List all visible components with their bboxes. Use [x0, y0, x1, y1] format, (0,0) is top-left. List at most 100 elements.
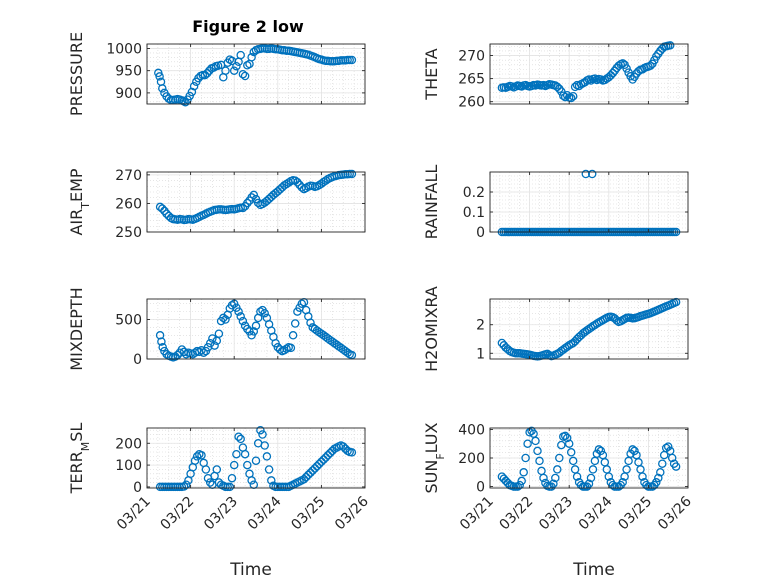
data-point [162, 209, 171, 218]
subplot-mixdepth: 0 500 MIXDEPTH [67, 287, 366, 371]
y-tick-label: 0 [133, 352, 142, 368]
data-point [517, 476, 526, 486]
subplot-air-temp: 250 260 270 AIRTEMP [67, 168, 366, 241]
data-point [247, 53, 256, 62]
subplot-sun-flux: 0 200 400 03/21 03/22 03/23 03/24 03/25 03/26 SUN… [422, 422, 695, 533]
data-point [225, 482, 235, 492]
data-point [604, 472, 614, 481]
data-point [642, 480, 651, 490]
y-tick-label: 0 [133, 480, 142, 496]
y-tick-label: 0 [476, 225, 485, 241]
data-point [301, 472, 311, 482]
data-point [515, 480, 524, 490]
data-point [586, 473, 596, 483]
data-point [652, 478, 661, 487]
data-point [572, 472, 582, 481]
data-point [590, 74, 600, 83]
data-point [557, 440, 566, 450]
data-point [243, 198, 252, 208]
data-point [227, 473, 237, 483]
y-tick-label: 500 [115, 313, 142, 329]
data-point [238, 203, 248, 213]
data-point [236, 312, 245, 321]
y-tick-label: 270 [458, 49, 485, 65]
data-point [308, 466, 317, 475]
data-point [523, 439, 532, 448]
y-tick-label: 0.2 [463, 185, 485, 201]
x-tick-label: 03/21 [457, 494, 497, 534]
data-point [667, 453, 677, 463]
data-point [638, 472, 647, 481]
x-tick-label: 03/22 [158, 494, 198, 534]
data-point [177, 345, 187, 354]
y-axis-label: AIRTEMP [67, 168, 92, 235]
data-point [247, 193, 256, 202]
data-point [566, 93, 576, 103]
data-point [260, 441, 269, 450]
x-axis-label-left: Time [229, 560, 272, 580]
data-point [306, 318, 315, 327]
y-tick-label: 200 [115, 436, 142, 452]
data-point [293, 178, 302, 187]
data-point [155, 331, 165, 340]
subplot-rainfall: 0 0.1 0.2 RAINFALL [422, 165, 689, 241]
x-tick-label: 03/24 [576, 493, 616, 533]
axes-box [489, 43, 689, 105]
data-point [622, 64, 631, 73]
data-point [179, 482, 189, 491]
y-axis-label: SUNFLUX [422, 422, 447, 493]
data-point [319, 455, 328, 464]
data-point [325, 448, 335, 458]
data-point [612, 316, 621, 325]
data-point [290, 176, 300, 185]
data-point [236, 50, 245, 60]
data-point [553, 465, 562, 474]
data-point [299, 475, 309, 484]
y-tick-label: 900 [115, 86, 142, 102]
data-point [192, 452, 202, 461]
data-point [306, 468, 315, 477]
data-point [576, 480, 586, 490]
data-point [234, 307, 243, 316]
data-point [521, 453, 530, 463]
data-point [560, 92, 570, 102]
data-point [221, 315, 230, 324]
data-point [656, 468, 665, 477]
data-point [158, 84, 167, 93]
data-point [343, 348, 352, 357]
data-point [665, 41, 675, 50]
subplot-theta: 260 265 270 THETA [422, 41, 689, 111]
y-tick-label: 260 [458, 95, 485, 111]
data-point [646, 61, 655, 70]
x-tick-label: 03/22 [497, 494, 537, 534]
axes-box [146, 427, 366, 489]
y-axis-label: PRESSURE [67, 32, 86, 116]
x-tick-label: 03/25 [288, 494, 328, 534]
data-point [594, 445, 604, 454]
data-point [251, 456, 261, 465]
data-point [513, 482, 522, 491]
data-point [205, 478, 215, 487]
data-point [559, 91, 568, 100]
data-point [158, 204, 167, 213]
data-point [535, 456, 544, 466]
data-point [586, 76, 596, 85]
y-axis-label: RAINFALL [422, 165, 441, 240]
data-point [321, 176, 331, 185]
data-point [258, 430, 267, 439]
data-point [209, 63, 218, 72]
x-tick-label: 03/21 [114, 494, 154, 534]
data-point [264, 465, 274, 474]
data-point [618, 478, 627, 487]
y-axis-label: THETA [422, 48, 441, 100]
y-tick-label: 950 [115, 64, 142, 80]
subplot-terr-msl: 0 100 200 03/21 03/22 03/23 03/24 03/25 03/26 TER… [67, 423, 372, 534]
x-axis-label-right: Time [572, 560, 615, 580]
x-tick-label: 03/24 [245, 493, 285, 533]
y-tick-label: 200 [458, 451, 485, 467]
subplot-pressure: 900 950 1000 PRESSURE [67, 32, 366, 116]
data-point [162, 350, 171, 359]
data-point [531, 436, 540, 446]
data-point [628, 445, 637, 454]
data-point [539, 473, 548, 483]
